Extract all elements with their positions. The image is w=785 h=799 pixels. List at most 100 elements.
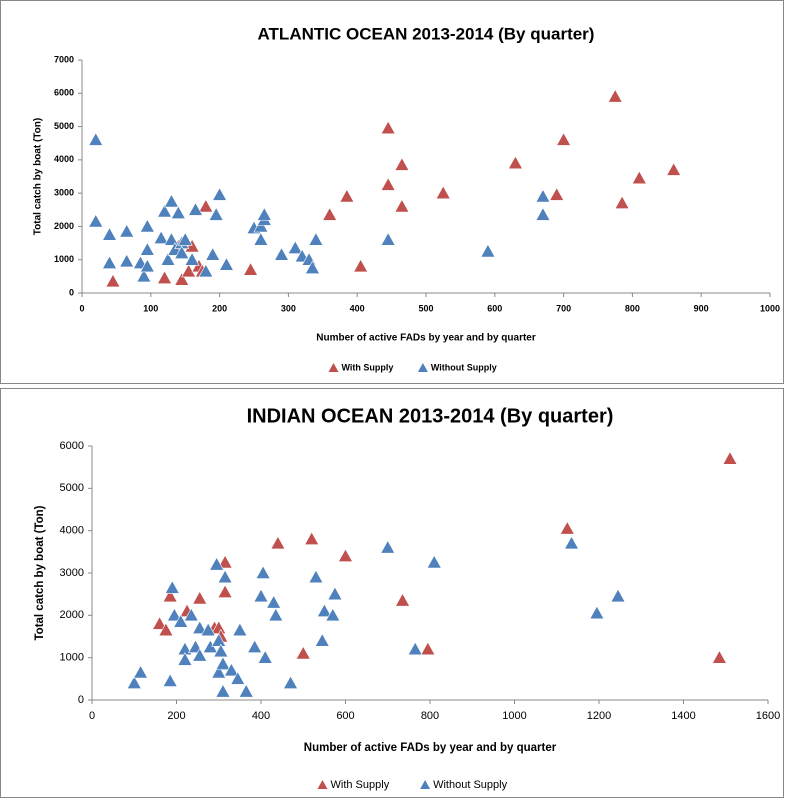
x-tick-label: 0 (89, 710, 95, 722)
point (139, 242, 155, 256)
point (304, 260, 320, 274)
legend-marker (328, 363, 339, 372)
chart-title: INDIAN OCEAN 2013-2014 (By quarter) (247, 405, 614, 427)
point (337, 548, 354, 562)
point (380, 120, 396, 135)
legend-label: With Supply (342, 362, 394, 372)
y-tick-label: 6000 (60, 440, 84, 452)
x-tick-label: 400 (252, 710, 270, 722)
point (395, 592, 411, 607)
point (327, 586, 343, 601)
point (268, 607, 284, 622)
point (270, 535, 286, 550)
point (610, 588, 626, 603)
point (181, 263, 197, 278)
point (192, 647, 208, 662)
y-tick-label: 3000 (60, 567, 84, 579)
point (711, 650, 727, 664)
point (614, 195, 630, 210)
point (322, 207, 338, 221)
point (215, 656, 231, 670)
point (218, 257, 234, 271)
point (247, 639, 263, 653)
x-tick-label: 300 (281, 303, 296, 313)
point (564, 535, 580, 550)
point (255, 565, 271, 579)
point (253, 588, 269, 603)
point (102, 255, 118, 269)
point (164, 580, 180, 594)
point (535, 188, 551, 203)
point (407, 641, 423, 656)
point (174, 272, 190, 286)
point (507, 155, 523, 170)
point (253, 232, 269, 246)
y-tick-label: 5000 (60, 482, 84, 494)
y-tick-label: 2000 (60, 609, 84, 621)
x-tick-label: 100 (143, 303, 158, 313)
point (157, 270, 173, 284)
y-tick-label: 3000 (54, 188, 74, 198)
point (426, 554, 442, 569)
chart-title: ATLANTIC OCEAN 2013-2014 (By quarter) (258, 24, 595, 43)
point (163, 193, 179, 208)
point (243, 262, 259, 276)
point (380, 539, 396, 554)
point (535, 207, 551, 221)
chart-frame (0, 388, 784, 798)
point (435, 185, 451, 200)
x-tick-label: 500 (418, 303, 433, 313)
point (162, 588, 178, 603)
point (217, 554, 233, 569)
point (198, 198, 214, 213)
y-tick-label: 1000 (54, 254, 74, 264)
point (88, 132, 104, 146)
point (102, 227, 118, 241)
point (308, 232, 324, 246)
point (153, 230, 169, 244)
point (166, 607, 182, 622)
point (556, 132, 572, 146)
point (211, 633, 227, 647)
point (163, 232, 179, 246)
x-tick-label: 200 (167, 710, 185, 722)
point (188, 202, 204, 216)
point (266, 595, 282, 609)
y-tick-label: 2000 (54, 221, 74, 231)
point (209, 556, 225, 571)
y-axis-label: Total catch by boat (Ton) (34, 505, 46, 640)
point (211, 664, 227, 679)
point (170, 205, 186, 220)
point (380, 232, 396, 246)
point (353, 258, 369, 273)
point (177, 232, 193, 246)
y-tick-label: 4000 (54, 154, 74, 164)
y-axis-label: Total catch by boat (Ton) (33, 118, 44, 235)
point (208, 207, 224, 221)
y-tick-label: 0 (69, 287, 74, 297)
x-tick-label: 1000 (760, 303, 780, 313)
point (205, 247, 221, 261)
point (192, 590, 208, 605)
x-tick-label: 600 (487, 303, 502, 313)
point (287, 240, 303, 254)
legend-label: With Supply (331, 779, 390, 791)
legend-marker (417, 363, 428, 372)
point (295, 645, 311, 660)
point (217, 584, 233, 598)
point (257, 650, 273, 664)
point (192, 620, 208, 634)
point (253, 218, 269, 233)
point (394, 157, 410, 171)
point (213, 643, 229, 658)
point (133, 664, 149, 679)
y-tick-label: 1000 (60, 652, 84, 664)
y-tick-label: 6000 (54, 88, 74, 98)
point (177, 652, 193, 666)
point (136, 268, 152, 283)
point (325, 607, 341, 622)
x-tick-label: 400 (350, 303, 365, 313)
x-axis-label: Number of active FADs by year and by qua… (304, 742, 557, 754)
x-tick-label: 0 (79, 303, 84, 313)
